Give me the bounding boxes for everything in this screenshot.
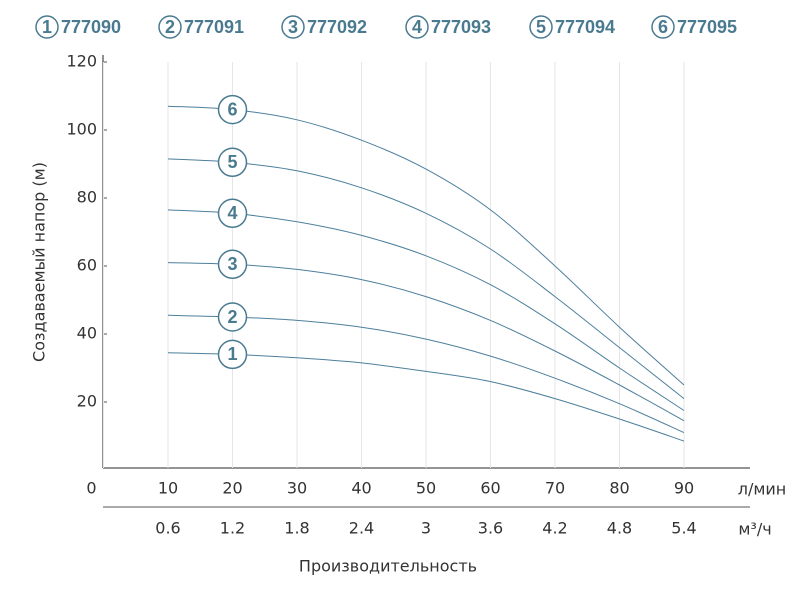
x2-tick-label: 1.2	[220, 519, 245, 538]
legend-number: 5	[536, 17, 546, 37]
curve-label: 4	[227, 203, 237, 223]
legend-marker	[651, 15, 675, 39]
legend-number: 2	[165, 17, 175, 37]
curve-marker	[217, 302, 248, 332]
x-tick-label: 60	[480, 479, 500, 498]
curve-label: 6	[227, 99, 237, 119]
legend-number: 3	[288, 17, 298, 37]
legend-marker	[529, 15, 553, 39]
x2-tick-label: 3.6	[478, 519, 503, 538]
y-tick-label: 60	[77, 256, 97, 275]
x-tick-label: 80	[609, 479, 629, 498]
x-tick-label: 20	[222, 479, 242, 498]
x-tick-label: 40	[351, 479, 371, 498]
legend-label: 777095	[677, 17, 737, 37]
legend-marker	[158, 15, 182, 39]
legend-marker	[281, 15, 305, 39]
y-axis-title: Создаваемый напор (м)	[30, 162, 49, 362]
curve-marker	[217, 339, 248, 370]
curve-label: 1	[227, 344, 237, 364]
legend-label: 777090	[61, 17, 121, 37]
curve-label: 5	[227, 152, 237, 172]
curve	[167, 262, 685, 422]
x-tick-label: 10	[158, 479, 178, 498]
curve	[167, 209, 685, 411]
y-tick-label: 40	[77, 324, 97, 343]
x2-tick-label: 0.6	[155, 519, 180, 538]
x2-tick-label: 5.4	[671, 519, 696, 538]
legend-label: 777093	[431, 17, 491, 37]
curve-marker	[217, 198, 248, 229]
legend-number: 6	[658, 17, 668, 37]
legend-label: 777091	[184, 17, 244, 37]
curve	[167, 158, 685, 399]
x-axis-title: Производительность	[299, 557, 477, 576]
x-tick-label: 0	[86, 479, 96, 498]
y-tick-label: 80	[77, 188, 97, 207]
x2-tick-label: 2.4	[349, 519, 374, 538]
x2-unit: м³/ч	[738, 520, 771, 539]
x-tick-label: 30	[287, 479, 307, 498]
curve	[167, 352, 685, 442]
x-unit: л/мин	[738, 480, 787, 499]
y-tick-label: 100	[66, 120, 97, 139]
curve-marker	[217, 94, 248, 125]
legend-label: 777092	[307, 17, 367, 37]
curve	[167, 314, 685, 434]
legend-number: 1	[42, 17, 52, 37]
x2-tick-label: 4.8	[607, 519, 632, 538]
x-tick-label: 50	[416, 479, 436, 498]
legend-marker	[35, 15, 59, 39]
x2-tick-label: 4.2	[542, 519, 567, 538]
y-tick-label: 20	[77, 392, 97, 411]
legend-marker	[405, 15, 429, 39]
curve-marker	[217, 147, 248, 178]
curve-marker	[217, 249, 248, 280]
y-tick-label: 120	[66, 52, 97, 71]
x-tick-label: 70	[545, 479, 565, 498]
curve-label: 3	[227, 254, 237, 274]
x2-tick-label: 1.8	[284, 519, 309, 538]
x-tick-label: 90	[674, 479, 694, 498]
curve	[167, 105, 685, 386]
legend-number: 4	[412, 17, 422, 37]
curve-label: 2	[227, 307, 237, 327]
x2-tick-label: 3	[421, 519, 431, 538]
legend-label: 777094	[555, 17, 615, 37]
